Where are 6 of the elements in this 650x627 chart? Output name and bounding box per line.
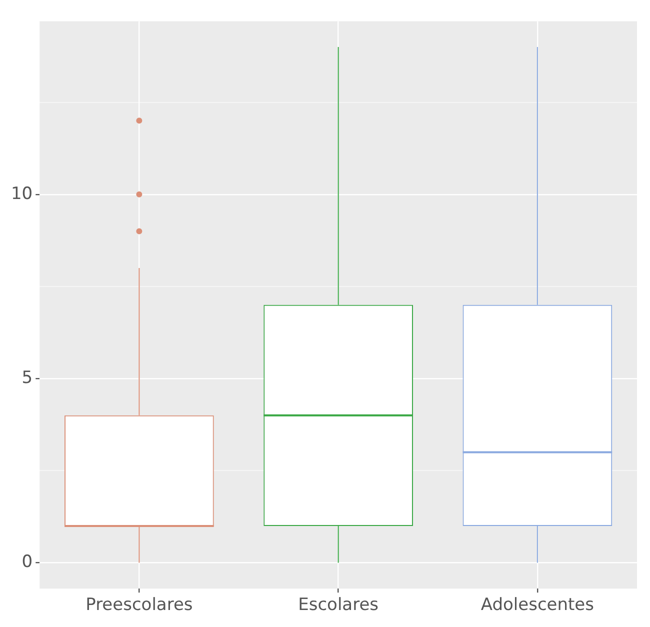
y-tick-label: 0 [22, 552, 33, 572]
x-tick-label: Preescolares [86, 595, 193, 616]
y-tick-label: 5 [22, 368, 33, 388]
x-tick-label: Escolares [298, 595, 379, 616]
y-tick-label: 10 [10, 184, 33, 204]
x-tick-label: Adolescentes [480, 595, 594, 616]
